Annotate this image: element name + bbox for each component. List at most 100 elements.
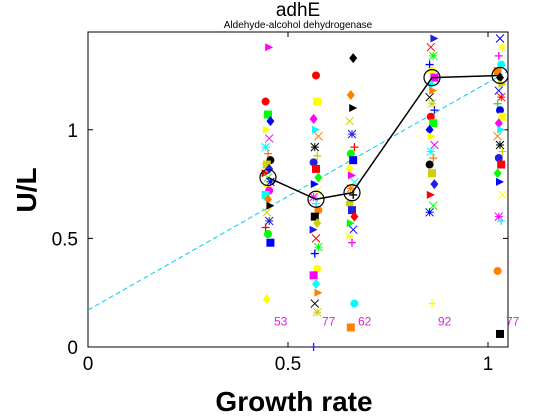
count-label: 92 <box>438 314 452 328</box>
data-point <box>348 225 358 235</box>
data-point <box>428 299 436 308</box>
data-point <box>427 99 437 109</box>
chart-subtitle: Aldehyde-alcohol dehydrogenase <box>224 20 373 31</box>
mean-marker <box>343 184 361 202</box>
y-tick-label: 1 <box>67 121 78 142</box>
data-point <box>493 266 502 275</box>
data-point <box>309 225 318 234</box>
data-point <box>348 206 356 215</box>
data-point <box>350 143 359 152</box>
data-point <box>309 192 318 202</box>
mean-marker <box>259 168 277 187</box>
data-point <box>350 299 359 308</box>
data-point <box>314 242 323 252</box>
data-point <box>496 329 504 338</box>
data-point <box>309 158 318 167</box>
data-point <box>310 249 319 258</box>
data-point <box>265 163 274 174</box>
count-label: 62 <box>358 314 372 328</box>
data-point <box>494 212 504 222</box>
data-point <box>497 125 506 134</box>
data-point <box>493 131 502 141</box>
data-point <box>264 134 274 143</box>
data-point <box>496 177 504 186</box>
data-point <box>312 307 322 317</box>
data-point <box>497 217 506 225</box>
data-point <box>498 147 507 156</box>
data-point <box>498 42 507 52</box>
data-point <box>349 53 358 64</box>
data-point <box>493 99 502 108</box>
y-axis-label: U/L <box>11 167 42 212</box>
data-point <box>494 154 503 162</box>
data-point <box>498 190 507 200</box>
data-point <box>312 186 322 195</box>
data-point <box>346 219 355 228</box>
data-point <box>314 288 323 297</box>
data-point <box>313 151 322 160</box>
data-point <box>349 156 358 165</box>
data-point <box>309 271 318 280</box>
data-point <box>425 207 434 217</box>
data-point <box>310 180 319 189</box>
data-point <box>262 207 272 217</box>
mean-marker <box>307 190 325 208</box>
count-label: 77 <box>506 314 520 328</box>
data-point <box>262 125 271 134</box>
axes-box <box>87 31 509 348</box>
data-point <box>349 104 358 113</box>
mean-marker <box>423 69 441 87</box>
data-point <box>314 206 323 215</box>
data-point <box>261 142 270 152</box>
data-point <box>261 223 270 232</box>
data-point <box>266 116 275 127</box>
data-point <box>498 112 507 121</box>
data-point <box>425 160 434 169</box>
x-tick-label: 0.5 <box>275 354 301 375</box>
data-point <box>313 264 322 273</box>
data-point <box>264 194 272 205</box>
x-axis-label: Growth rate <box>215 386 372 417</box>
data-point <box>426 42 436 52</box>
data-point <box>313 218 322 229</box>
y-tick-label: 0.5 <box>52 229 78 250</box>
data-point <box>309 343 318 351</box>
chart-title: adhE <box>276 0 320 21</box>
data-point <box>346 323 355 332</box>
data-point <box>495 34 505 43</box>
data-point <box>264 110 272 119</box>
data-point <box>426 112 435 121</box>
data-point <box>261 190 270 199</box>
count-label: 53 <box>274 314 288 328</box>
data-point <box>312 199 320 208</box>
mean-marker <box>491 66 509 85</box>
data-point <box>312 125 320 134</box>
data-point <box>428 51 438 61</box>
data-point <box>312 71 320 80</box>
data-point <box>425 60 434 69</box>
data-point <box>425 124 434 135</box>
data-point <box>310 212 319 221</box>
data-point <box>493 67 502 76</box>
data-point <box>494 51 503 60</box>
data-point <box>430 179 439 190</box>
data-point <box>496 106 504 115</box>
data-point <box>312 279 320 289</box>
data-point <box>429 86 438 95</box>
mean-line <box>267 74 501 201</box>
data-point <box>426 190 435 199</box>
y-tick-label: 0 <box>67 338 78 359</box>
data-point <box>266 177 275 187</box>
data-point <box>262 294 271 305</box>
data-point <box>348 238 356 247</box>
x-tick-label: 1 <box>483 354 494 375</box>
data-point <box>428 67 436 76</box>
data-point <box>496 92 506 102</box>
data-point <box>428 201 438 211</box>
data-point <box>497 60 506 69</box>
data-point <box>346 90 355 100</box>
data-point <box>346 149 355 158</box>
data-point <box>266 201 275 210</box>
data-point <box>426 147 436 156</box>
